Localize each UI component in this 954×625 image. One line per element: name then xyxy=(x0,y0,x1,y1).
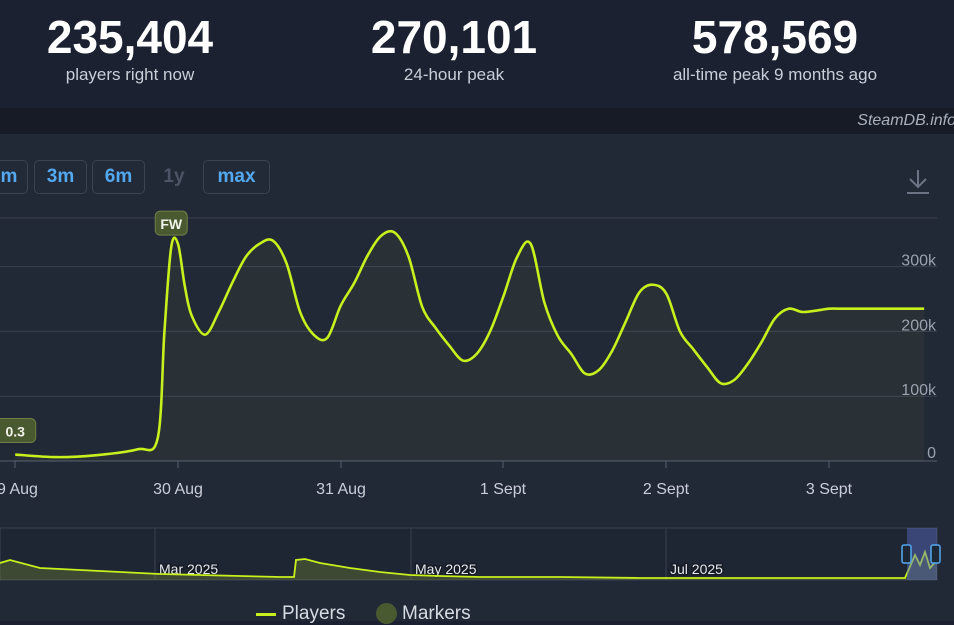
marker-fw: FW xyxy=(154,210,188,236)
navigator-area xyxy=(0,552,937,580)
x-tick-label: 1 Sept xyxy=(480,481,527,498)
alltime-peak-stat: 578,569 all-time peak 9 months ago xyxy=(640,10,910,85)
players-line xyxy=(15,229,925,459)
navigator-label: Jul 2025 xyxy=(670,561,723,577)
x-tick-label: 3 Sept xyxy=(806,481,853,498)
players-line-swatch xyxy=(256,613,276,616)
legend-players-label: Players xyxy=(282,603,346,624)
marker-layer: 0.3 FW xyxy=(0,210,188,444)
navigator-line xyxy=(0,549,938,579)
zoom-3m-button[interactable]: 3m xyxy=(34,160,87,194)
navigator: Mar 2025 May 2025 Jul 2025 xyxy=(0,527,941,581)
alltime-peak-value: 578,569 xyxy=(691,11,859,63)
line-layer xyxy=(15,229,925,459)
current-players-value: 235,404 xyxy=(46,11,214,63)
current-players-label: players right now xyxy=(65,65,195,84)
zoom-1m-button[interactable]: m xyxy=(0,160,28,194)
marker-badge xyxy=(0,418,37,444)
x-tick-label: 30 Aug xyxy=(153,481,203,498)
y-tick-label: 0 xyxy=(927,445,936,462)
peak-24h-stat: 270,101 24-hour peak xyxy=(354,10,554,85)
marker-label: FW xyxy=(160,216,183,232)
zoom-1y-button: 1y xyxy=(163,166,185,187)
y-tick-label: 100k xyxy=(901,382,937,399)
markers-dot-swatch xyxy=(376,603,397,624)
current-players-stat: 235,404 players right now xyxy=(30,10,230,85)
navigator-label: May 2025 xyxy=(415,561,477,577)
stats-header: 235,404 players right now 270,101 24-hou… xyxy=(0,0,954,108)
peak-24h-value: 270,101 xyxy=(370,11,538,63)
download-icon[interactable] xyxy=(905,168,931,196)
y-tick-label: 300k xyxy=(901,253,937,270)
marker-label: 0.3 xyxy=(5,424,25,440)
tick-layer: 9 Aug 30 Aug 31 Aug 1 Sept 2 Sept 3 Sept 0 100k… xyxy=(0,253,937,498)
steamdb-brand: SteamDB.info xyxy=(857,112,954,129)
navigator-frame xyxy=(0,527,938,581)
marker-badge xyxy=(154,210,188,236)
peak-24h-label: 24-hour peak xyxy=(403,65,505,84)
grid-layer xyxy=(0,217,937,462)
x-tick-label: 9 Aug xyxy=(0,481,38,498)
area-layer xyxy=(15,231,925,461)
x-tick-label: 31 Aug xyxy=(316,481,366,498)
y-tick-label: 200k xyxy=(901,317,937,334)
navigator-handle-right[interactable] xyxy=(930,544,941,564)
separator-strip xyxy=(0,108,954,134)
alltime-peak-label: all-time peak 9 months ago xyxy=(672,65,878,84)
marker-03: 0.3 xyxy=(0,418,37,444)
zoom-6m-button[interactable]: 6m xyxy=(92,160,145,194)
zoom-max-button[interactable]: max xyxy=(203,160,270,194)
players-area xyxy=(15,231,925,461)
navigator-handle-left[interactable] xyxy=(901,544,912,564)
legend-markers-label: Markers xyxy=(402,603,471,624)
x-tick-label: 2 Sept xyxy=(643,481,690,498)
